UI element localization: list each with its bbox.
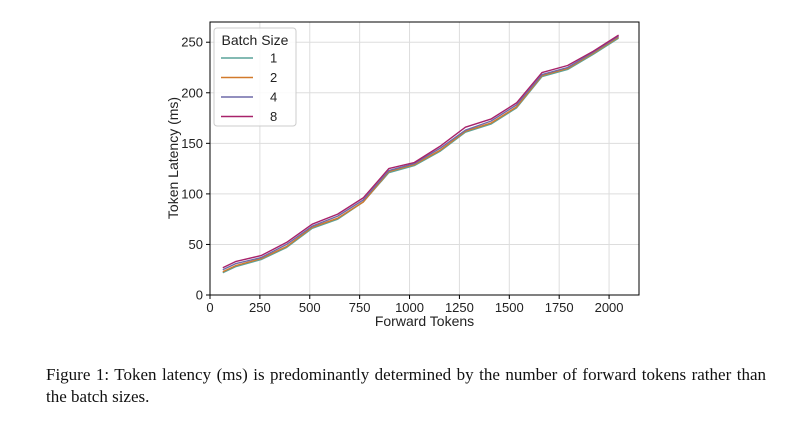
- x-tick-label: 1000: [395, 300, 424, 315]
- x-tick-label: 2000: [595, 300, 624, 315]
- plot-frame: [209, 21, 640, 296]
- latency-line-chart: 0 250 500 750 1000 1250 1500 1750 20000501001502…: [165, 21, 640, 329]
- legend-label-batch-8: 8: [270, 109, 277, 124]
- series-line-batch-2: [222, 36, 619, 273]
- legend-title: Batch Size: [222, 32, 289, 48]
- x-tick-label: 1750: [545, 300, 574, 315]
- x-tick-label: 1500: [495, 300, 524, 315]
- y-tick-label: 0: [196, 288, 203, 303]
- x-tick-label: 250: [249, 300, 271, 315]
- series-line-batch-8: [222, 34, 619, 269]
- series-line-batch-1: [222, 37, 619, 274]
- figure-caption: Figure 1: Token latency (ms) is predomin…: [46, 365, 766, 406]
- x-axis-label: Forward Tokens: [375, 313, 474, 329]
- x-tick-label: 500: [299, 300, 321, 315]
- y-tick-label: 50: [189, 237, 203, 252]
- x-tick-label: 1250: [445, 300, 474, 315]
- legend-entries: 1 2 4 8: [221, 51, 277, 124]
- y-axis-label: Token Latency (ms): [165, 97, 181, 219]
- x-tick-label: 750: [349, 300, 371, 315]
- y-tick-label: 150: [181, 136, 203, 151]
- axis-ticks: 0 250 500 750 1000 1250 1500 1750 20000501001502…: [181, 35, 623, 315]
- x-tick-label: 0: [206, 300, 213, 315]
- legend: Batch Size 1 2 4 8: [213, 27, 297, 127]
- legend-label-batch-4: 4: [270, 90, 277, 105]
- y-tick-label: 200: [181, 85, 203, 100]
- series-lines: [222, 34, 619, 274]
- y-tick-label: 100: [181, 186, 203, 201]
- legend-label-batch-1: 1: [270, 51, 277, 66]
- legend-label-batch-2: 2: [270, 70, 277, 85]
- series-line-batch-4: [222, 35, 619, 271]
- y-tick-label: 250: [181, 35, 203, 50]
- legend-box: [213, 27, 297, 127]
